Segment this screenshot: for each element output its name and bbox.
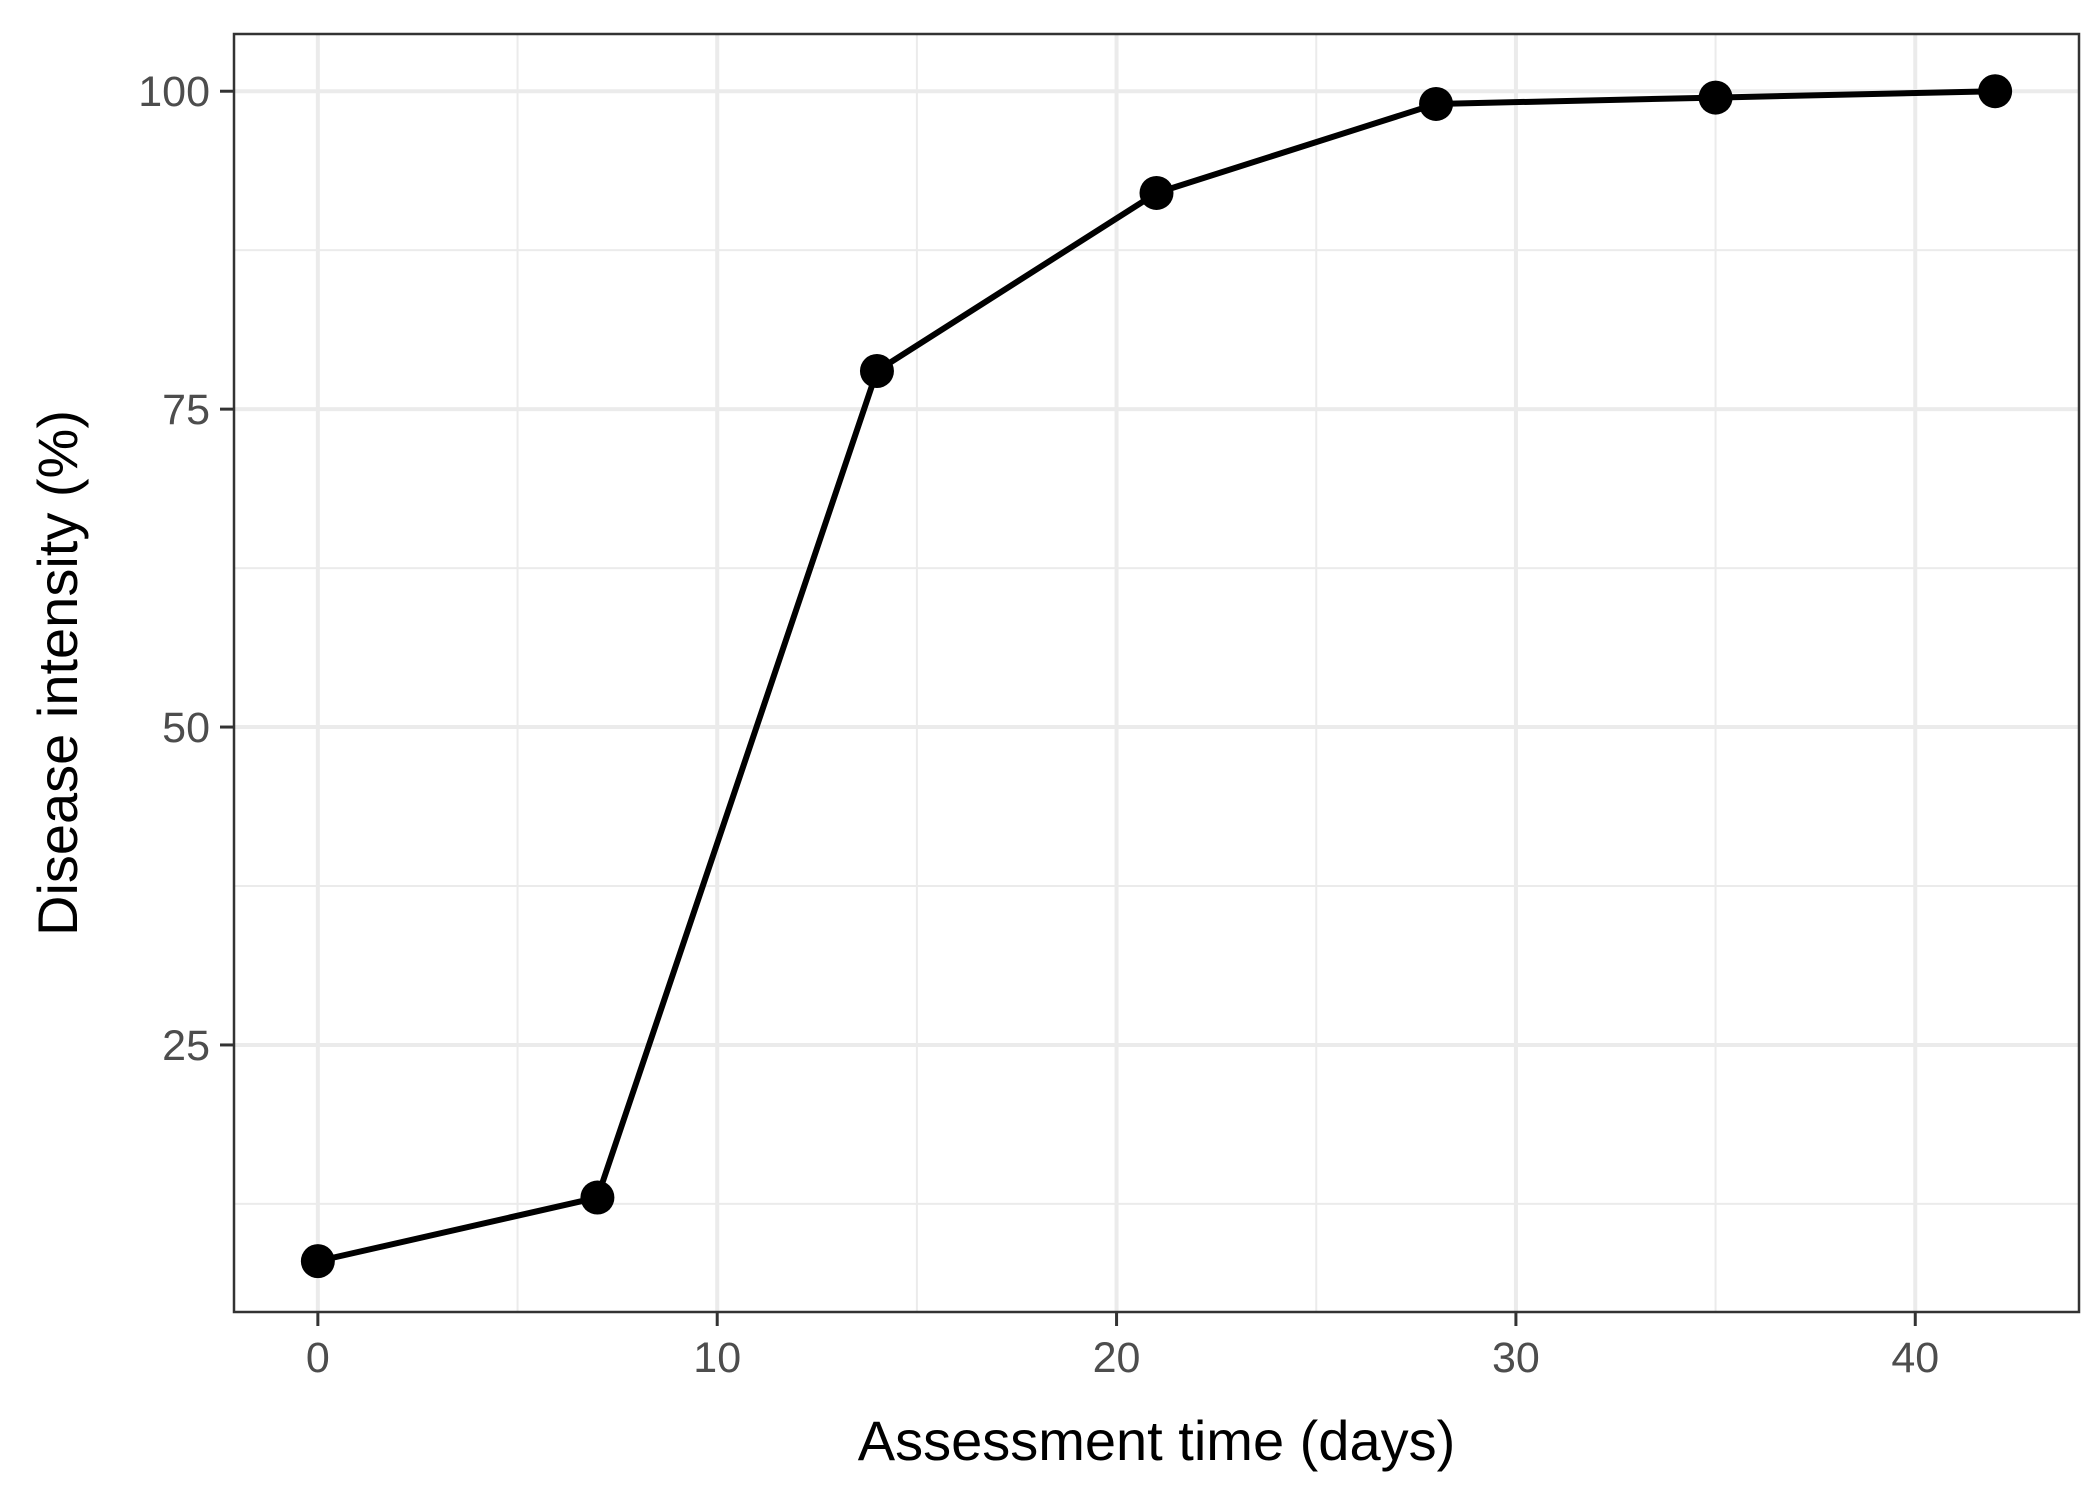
x-tick-label: 20 [1093,1334,1141,1382]
data-point [580,1180,615,1215]
x-tick-label: 10 [693,1334,741,1382]
data-point [1139,175,1174,210]
data-point [1978,74,2013,109]
y-axis-title: Disease intensity (%) [26,410,89,936]
y-tick-label: 75 [162,386,210,434]
x-tick-label: 40 [1891,1334,1939,1382]
data-point [300,1244,335,1279]
y-axis: 25 50 75 100 [138,68,234,1070]
x-tick-label: 0 [306,1334,330,1382]
data-point [1419,86,1454,121]
y-tick-label: 100 [138,68,210,116]
x-axis: 0 10 20 30 40 [306,1312,1939,1382]
x-axis-title: Assessment time (days) [858,1409,1456,1472]
y-tick-label: 50 [162,704,210,752]
major-gridlines [234,34,2079,1312]
plot-panel-background [234,34,2079,1312]
minor-gridlines [234,34,2079,1312]
plot-panel-border [232,32,2081,1314]
x-tick-label: 30 [1492,1334,1540,1382]
series-layer [300,74,2013,1279]
y-tick-label: 25 [162,1022,210,1070]
data-point [859,353,894,388]
data-point [1698,80,1733,115]
